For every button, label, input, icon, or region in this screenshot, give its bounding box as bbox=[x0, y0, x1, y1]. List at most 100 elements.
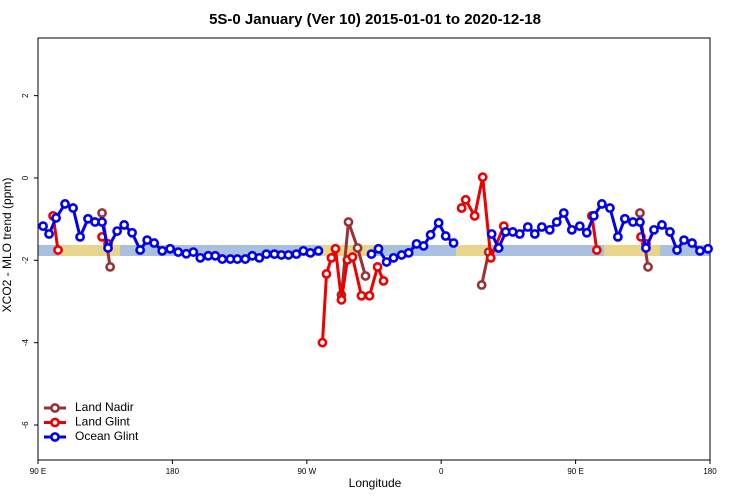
land-patch bbox=[456, 245, 490, 256]
data-point bbox=[460, 194, 471, 205]
data-point bbox=[352, 243, 363, 253]
data-point bbox=[381, 257, 392, 267]
data-point bbox=[469, 210, 480, 221]
data-point bbox=[188, 247, 199, 257]
legend-marker bbox=[50, 417, 60, 428]
data-point bbox=[672, 245, 682, 255]
data-point bbox=[103, 243, 113, 253]
data-point bbox=[135, 245, 146, 255]
data-point bbox=[485, 252, 496, 263]
data-point bbox=[448, 238, 459, 248]
legend-label: Ocean Glint bbox=[75, 429, 139, 443]
x-tick-label: 180 bbox=[166, 467, 180, 476]
data-point bbox=[657, 220, 667, 230]
data-point bbox=[232, 254, 243, 264]
x-tick-label: 0 bbox=[439, 467, 444, 476]
y-tick-label: 2 bbox=[21, 93, 30, 98]
data-point bbox=[343, 217, 354, 227]
data-point bbox=[44, 229, 54, 239]
data-point bbox=[440, 231, 451, 241]
data-point bbox=[665, 227, 675, 237]
data-point bbox=[283, 250, 294, 260]
data-point bbox=[486, 229, 497, 239]
data-point bbox=[649, 224, 659, 235]
data-point bbox=[522, 222, 533, 232]
data-point bbox=[574, 221, 585, 232]
data-point bbox=[695, 245, 705, 256]
data-point bbox=[456, 203, 467, 213]
data-point bbox=[433, 217, 444, 228]
data-point bbox=[330, 243, 341, 254]
data-point bbox=[605, 203, 615, 213]
y-tick-label: -2 bbox=[21, 256, 30, 264]
x-tick-label: 180 bbox=[703, 467, 717, 476]
data-point bbox=[687, 238, 697, 248]
data-point bbox=[476, 280, 487, 290]
data-point bbox=[261, 249, 272, 260]
data-point bbox=[321, 269, 332, 279]
chart-title: 5S-0 January (Ver 10) 2015-01-01 to 2020… bbox=[209, 11, 541, 28]
data-point bbox=[703, 243, 713, 254]
data-point bbox=[544, 224, 555, 235]
data-point bbox=[68, 203, 78, 213]
land-patch bbox=[322, 245, 374, 256]
x-tick-label: 90 E bbox=[30, 467, 46, 476]
data-point bbox=[493, 243, 504, 253]
legend-marker bbox=[50, 432, 60, 442]
data-point bbox=[558, 208, 569, 218]
data-point bbox=[378, 276, 389, 286]
data-point bbox=[388, 252, 399, 263]
land-patch bbox=[604, 245, 660, 256]
data-point bbox=[588, 210, 599, 221]
data-point bbox=[529, 229, 540, 239]
data-point bbox=[336, 294, 347, 305]
y-axis-label: XCO2 - MLO trend (ppm) bbox=[0, 178, 14, 313]
data-point bbox=[165, 243, 176, 254]
data-point bbox=[195, 252, 206, 263]
data-point bbox=[477, 172, 488, 183]
data-point bbox=[679, 235, 689, 246]
x-tick-label: 90 W bbox=[297, 467, 316, 476]
data-point bbox=[119, 220, 130, 230]
data-point bbox=[149, 238, 160, 248]
data-point bbox=[566, 224, 577, 235]
data-point bbox=[418, 241, 429, 251]
legend-marker bbox=[50, 403, 60, 413]
data-point bbox=[347, 252, 358, 262]
data-point bbox=[366, 249, 377, 260]
data-point bbox=[38, 221, 48, 232]
data-point bbox=[591, 245, 602, 255]
data-point bbox=[643, 262, 653, 272]
data-point bbox=[75, 231, 86, 242]
data-point bbox=[373, 243, 384, 254]
data-point bbox=[313, 245, 324, 256]
data-point bbox=[97, 208, 107, 218]
data-point bbox=[97, 217, 107, 227]
y-tick-label: -6 bbox=[21, 421, 30, 429]
data-point bbox=[635, 208, 645, 218]
data-point bbox=[105, 262, 116, 272]
data-point bbox=[356, 290, 367, 301]
data-point bbox=[536, 222, 547, 232]
data-point bbox=[127, 227, 137, 238]
legend-label: Land Nadir bbox=[75, 400, 134, 414]
legend-label: Land Glint bbox=[75, 415, 130, 429]
data-point bbox=[641, 243, 651, 253]
data-point bbox=[619, 213, 630, 224]
data-point bbox=[51, 213, 61, 223]
x-axis-label: Longitude bbox=[349, 476, 402, 490]
data-point bbox=[317, 337, 328, 348]
data-point bbox=[581, 227, 592, 238]
data-point bbox=[254, 252, 265, 263]
data-point bbox=[514, 229, 525, 239]
data-point bbox=[425, 229, 436, 240]
data-point bbox=[596, 199, 607, 209]
data-point bbox=[372, 262, 383, 272]
data-point bbox=[53, 245, 63, 255]
data-point bbox=[157, 245, 168, 256]
data-point bbox=[360, 271, 371, 281]
x-tick-label: 90 E bbox=[567, 467, 583, 476]
data-point bbox=[612, 231, 623, 242]
data-point bbox=[551, 217, 562, 227]
data-point bbox=[60, 199, 70, 209]
